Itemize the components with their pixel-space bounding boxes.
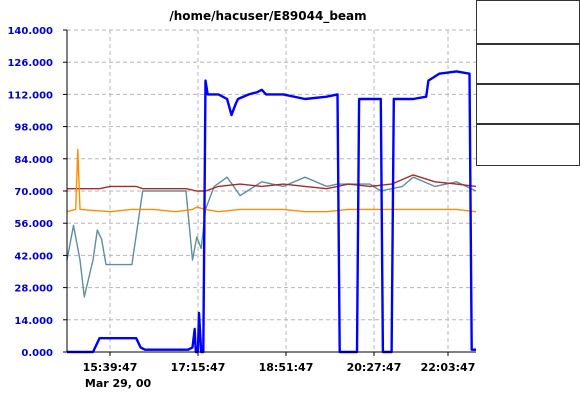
legend-item-ipm1h03b-xpos[interactable]: IPM1H03B.XPOS amps (-0.500, 0.500) <box>476 44 580 84</box>
series-line-ipm1h03b-xpos <box>67 174 477 192</box>
x-tick-label: 22:03:47 <box>421 361 476 374</box>
legend-name: halla_MeV <box>480 126 549 140</box>
y-tick-label: 14.000 <box>14 316 53 327</box>
legend-range: (-0.500, 0.500) <box>480 113 573 124</box>
legend-unit: MeV/c <box>480 140 518 153</box>
y-tick-label: 0.000 <box>21 348 53 359</box>
y-tick-label: 126.000 <box>7 58 53 69</box>
series-line-hac-bcm-average <box>67 70 476 354</box>
legend-name: IPM1H03B.YPOS <box>480 86 580 100</box>
series-lines <box>66 70 477 354</box>
chart-title: /home/hacuser/E89044_beam <box>169 9 366 24</box>
grid <box>67 29 476 352</box>
y-tick-label: 98.000 <box>14 123 53 134</box>
legend-item-halla-mev[interactable]: halla_MeV MeV/c (1252.000, 1257.000) <box>476 124 580 166</box>
legend-item-ipm1h03b-ypos[interactable]: IPM1H03B.YPOS amps (-0.500, 0.500) <box>476 84 580 124</box>
y-tick-label: 140.000 <box>7 26 53 37</box>
x-tick-label: 18:51:47 <box>259 361 314 374</box>
legend-unit: amps <box>480 60 514 73</box>
series-line-ipm1h03b-ypos <box>66 176 477 298</box>
legend-name: IPM1H03B.XPOS <box>480 46 580 60</box>
x-tick-label: 15:39:47 <box>83 361 138 374</box>
y-tick-label: 70.000 <box>14 187 53 198</box>
legend-range: (-0.500, 0.500) <box>480 73 573 84</box>
x-date-label: Mar 29, 00 <box>85 377 152 390</box>
y-tick-label: 112.000 <box>7 90 53 101</box>
series-line-halla-mev <box>66 148 477 213</box>
legend-range: ( 0.000 , 140.000) <box>480 25 571 35</box>
legend-name: hac_bcm_average <box>480 2 579 16</box>
legend-range: (1252.000, 1257.000) <box>480 155 578 164</box>
x-tick-label: 17:15:47 <box>171 361 226 374</box>
y-tick-label: 56.000 <box>14 219 53 230</box>
y-tick-label: 42.000 <box>14 251 53 262</box>
y-tick-label: 84.000 <box>14 155 53 166</box>
y-tick-label: 28.000 <box>14 284 53 295</box>
y-axis-ticks: 0.000 14.000 28.000 42.000 56.000 70.000 84.00… <box>7 26 67 359</box>
x-tick-label: 20:27:47 <box>347 361 402 374</box>
x-axis-ticks: 15:39:47 17:15:47 18:51:47 20:27:47 22:03:47 <box>83 352 476 374</box>
legend-item-hac-bcm-average[interactable]: hac_bcm_average ( 0.000 , 140.000) <box>476 0 580 44</box>
legend-unit: amps <box>480 100 514 113</box>
